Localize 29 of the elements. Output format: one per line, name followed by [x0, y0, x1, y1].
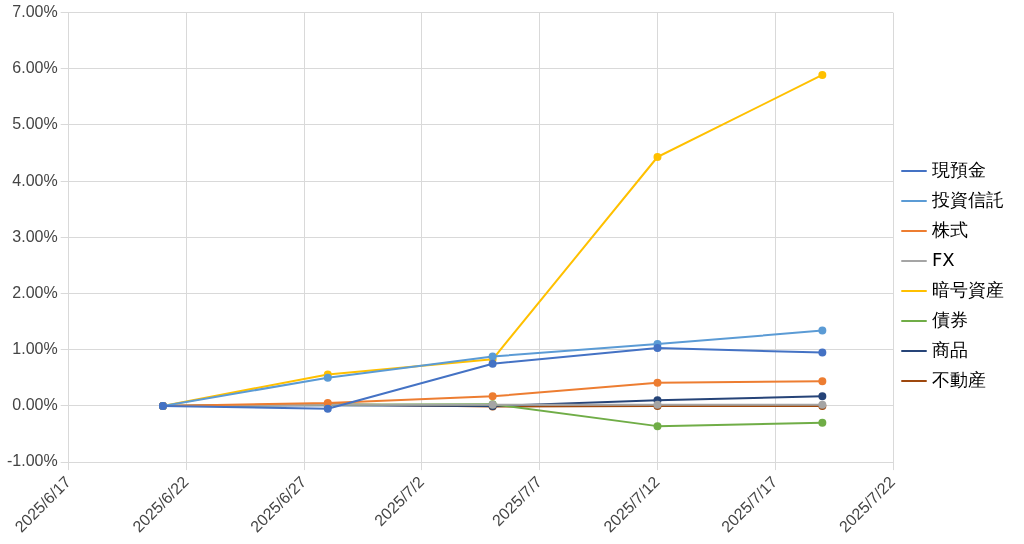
- legend-label: 債券: [932, 308, 968, 330]
- y-tick-label: 6.00%: [12, 59, 58, 77]
- legend-label: 暗号資産: [932, 278, 1004, 300]
- y-tick-label: 0.00%: [12, 396, 58, 414]
- legend-label: 投資信託: [931, 188, 1004, 210]
- legend-label: FX: [932, 248, 955, 270]
- y-tick-label: -1.00%: [6, 452, 58, 470]
- legend-label: 株式: [931, 218, 968, 240]
- point: [818, 70, 827, 79]
- point: [653, 344, 662, 353]
- legend-label: 商品: [932, 338, 968, 360]
- point: [488, 359, 497, 368]
- y-tick-label: 2.00%: [12, 283, 58, 301]
- y-tick-label: 4.00%: [12, 171, 58, 189]
- y-tick-label: 3.00%: [12, 227, 58, 245]
- point: [818, 418, 827, 427]
- y-tick-label: 7.00%: [12, 3, 58, 21]
- legend-label: 現預金: [932, 158, 986, 180]
- y-tick-label: 5.00%: [12, 115, 58, 133]
- legend-label: 不動産: [932, 368, 986, 390]
- point: [653, 378, 662, 387]
- point: [818, 348, 827, 357]
- point: [818, 392, 827, 401]
- point: [488, 392, 497, 401]
- y-tick-label: 1.00%: [12, 340, 58, 358]
- point: [818, 326, 827, 335]
- point: [653, 422, 662, 431]
- point: [818, 377, 827, 386]
- point: [653, 153, 662, 161]
